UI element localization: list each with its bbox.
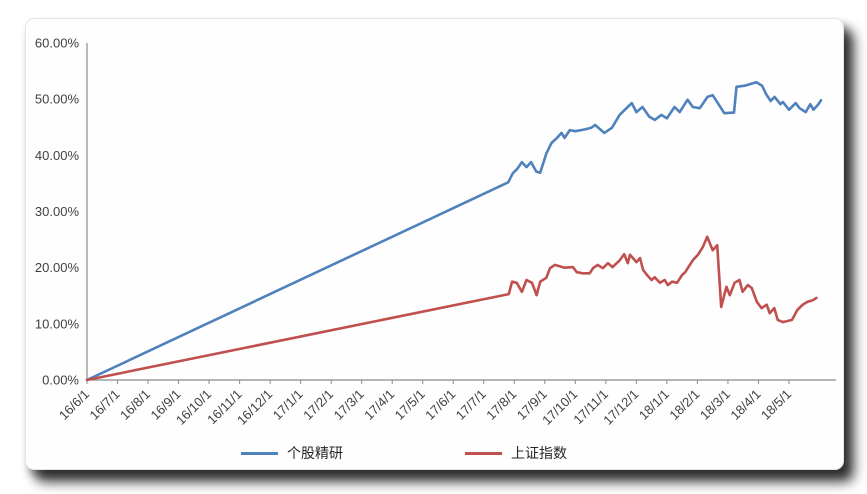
legend-swatch-series1 [241,451,278,455]
legend-label-series2: 上证指数 [511,445,567,461]
y-axis-tick-label: 20.00% [35,260,80,275]
x-axis-tick-label: 18/2/1 [666,387,702,423]
series-line-2 [85,235,818,382]
x-axis-tick-label: 18/5/1 [758,387,794,423]
x-axis-tick-label: 16/7/1 [86,387,122,423]
x-axis-tick-label: 17/5/1 [392,387,428,423]
y-axis-tick-label: 50.00% [35,92,80,107]
x-axis-tick-label: 17/3/1 [331,387,367,423]
chart-card: 个股精研 上证指数 [25,18,844,470]
x-axis-tick-label: 18/3/1 [697,387,733,423]
x-axis-tick-label: 17/1/1 [270,387,306,423]
x-axis-tick-label: 16/6/1 [56,387,92,423]
x-axis-tick-label: 17/2/1 [300,387,336,423]
legend-swatch-series2 [465,451,502,455]
y-axis-tick-label: 10.00% [35,316,80,331]
legend-item-series1: 个股精研 [241,445,343,461]
legend-item-series2: 上证指数 [465,445,567,461]
x-axis-tick-label: 17/7/1 [453,387,489,423]
x-axis-tick-label: 17/6/1 [422,387,458,423]
x-axis-tick-label: 16/8/1 [117,387,153,423]
x-axis-tick-label: 18/4/1 [727,387,763,423]
legend-label-series1: 个股精研 [287,445,343,461]
y-axis-tick-label: 60.00% [35,36,80,51]
y-axis-tick-label: 30.00% [35,204,80,219]
y-axis-tick-label: 40.00% [35,148,80,163]
series-line-1 [85,81,823,382]
x-axis-tick-label: 17/4/1 [361,387,397,423]
y-axis-tick-label: 0.00% [42,373,79,388]
legend: 个股精研 上证指数 [241,445,567,461]
x-axis-tick-label: 17/8/1 [483,387,519,423]
x-axis-tick-label: 18/1/1 [636,387,672,423]
